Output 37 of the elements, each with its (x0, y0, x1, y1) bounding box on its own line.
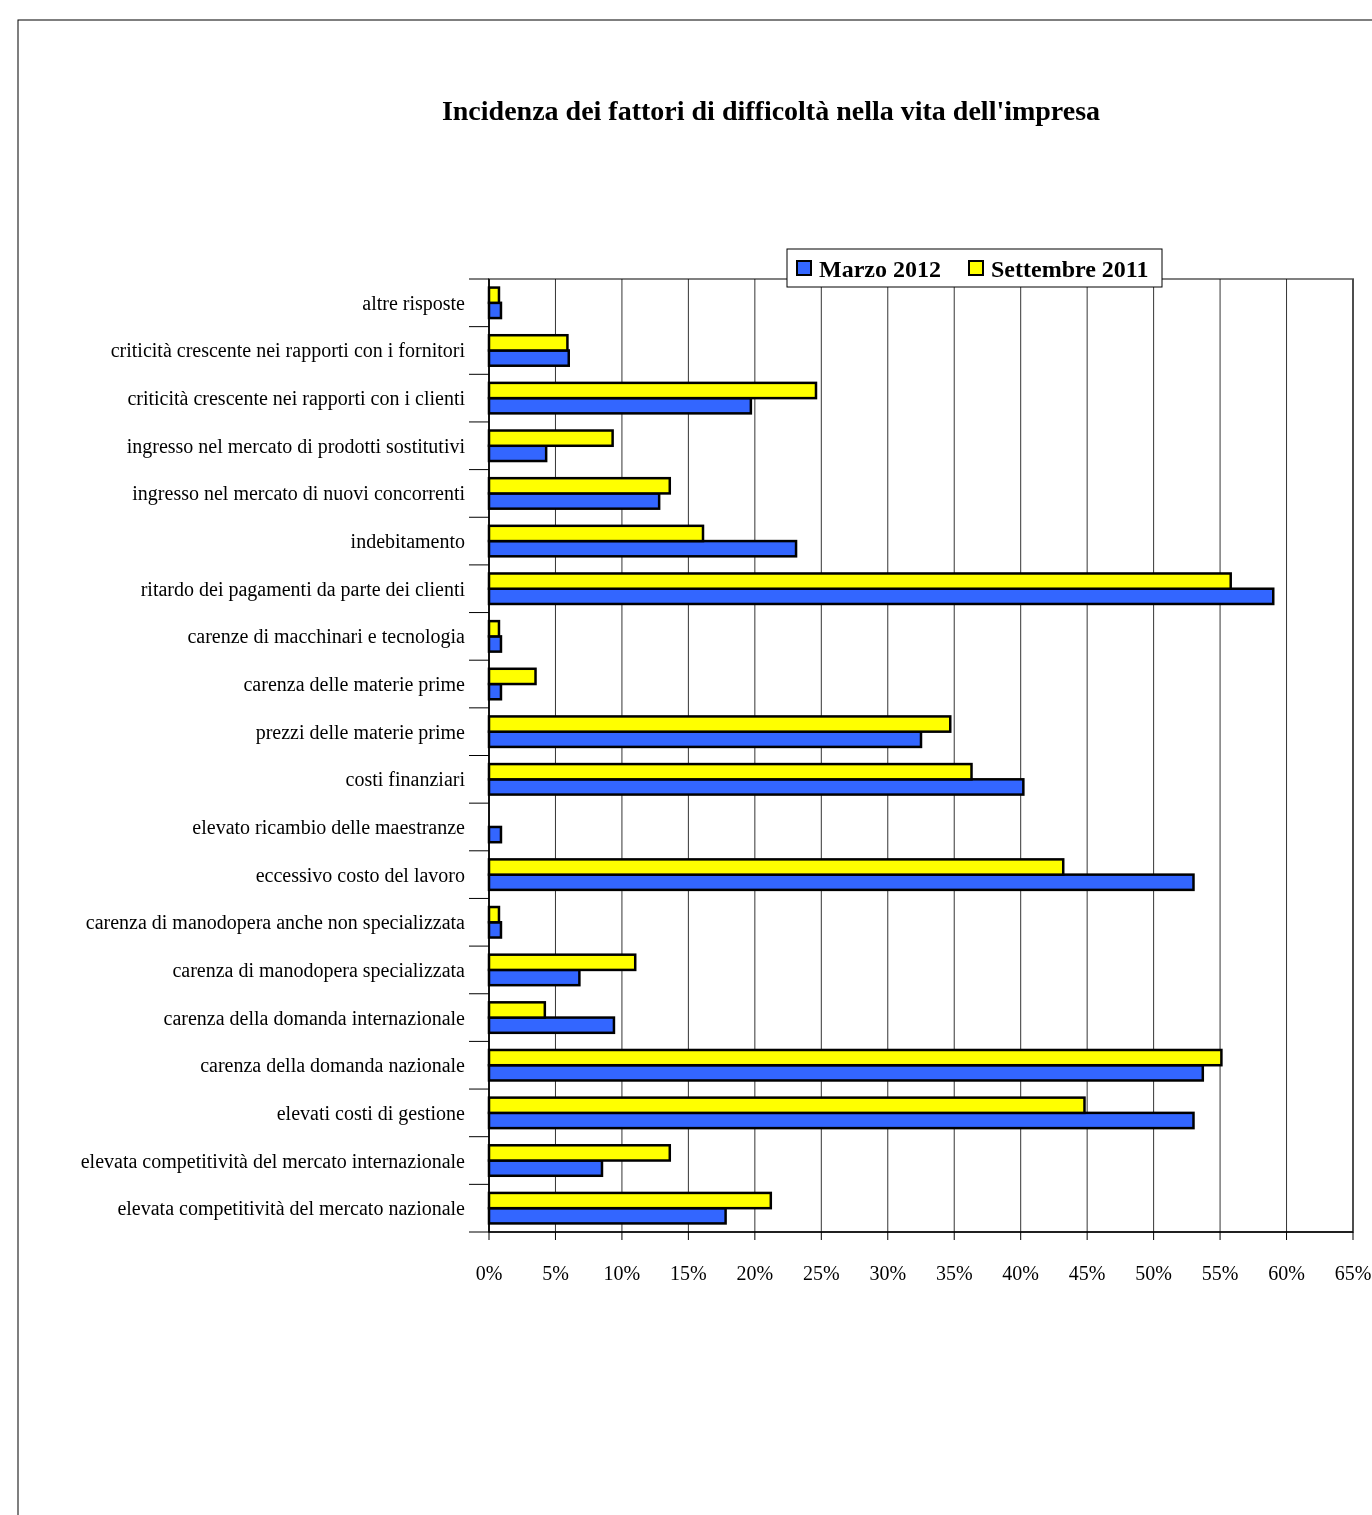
legend-label: Marzo 2012 (819, 256, 941, 282)
y-tick-label: carenza della domanda internazionale (163, 1006, 466, 1029)
x-tick-label: 55% (1201, 1262, 1239, 1284)
y-tick-label: altre risposte (362, 291, 466, 315)
x-tick-label: 50% (1135, 1262, 1172, 1284)
y-tick-label: ritardo dei pagamenti da parte dei clienti (140, 577, 466, 601)
y-tick-label: elevati costi di gestione (276, 1101, 466, 1125)
y-tick-label: prezzi delle materie prime (255, 720, 466, 744)
y-tick-label: carenza di manodopera specializzata (172, 958, 466, 982)
y-tick-label: elevata competitività del mercato internazionale (80, 1149, 466, 1173)
x-tick-label: 45% (1068, 1262, 1106, 1284)
y-tick-label: elevato ricambio delle maestranze (192, 815, 466, 838)
x-tick-label: 60% (1268, 1262, 1305, 1284)
y-tick-label: eccessivo costo del lavoro (255, 863, 465, 886)
y-tick-label: indebitamento (350, 530, 465, 553)
y-tick-label: carenza delle materie prime (243, 673, 466, 697)
chart-title: Incidenza dei fattori di difficoltà nella vita dell'impresa (441, 95, 1101, 126)
x-tick-label: 65% (1334, 1262, 1372, 1284)
y-tick-label: ingresso nel mercato di nuovi concorrenti (132, 482, 466, 506)
y-tick-label: carenza della domanda nazionale (200, 1054, 466, 1077)
legend-label: Settembre 2011 (991, 256, 1149, 282)
x-tick-label: 35% (935, 1262, 973, 1284)
x-tick-label: 15% (670, 1262, 707, 1284)
y-tick-label: criticità crescente nei rapporti con i clienti (127, 387, 466, 411)
y-tick-label: ingresso nel mercato di prodotti sostitutivi (126, 434, 466, 458)
y-tick-label: criticità crescente nei rapporti con i fornitori (110, 339, 466, 363)
y-tick-label: elevata competitività del mercato nazionale (117, 1197, 466, 1221)
x-tick-label: 40% (1002, 1262, 1040, 1284)
x-tick-label: 20% (736, 1262, 774, 1284)
x-tick-label: 10% (603, 1262, 641, 1284)
x-tick-label: 25% (802, 1262, 840, 1284)
x-tick-label: 5% (542, 1262, 569, 1284)
x-tick-label: 0% (475, 1262, 503, 1284)
x-tick-label: 30% (869, 1262, 907, 1284)
y-tick-label: carenze di macchinari e tecnologia (187, 625, 466, 649)
y-tick-label: costi finanziari (345, 768, 466, 791)
y-tick-label: carenza di manodopera anche non specializzata (85, 911, 466, 935)
